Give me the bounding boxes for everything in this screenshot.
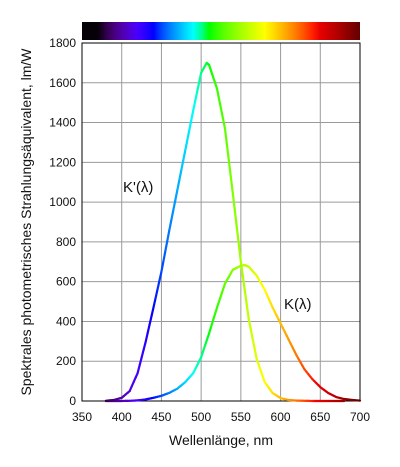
series-segment (168, 218, 173, 232)
series-segment (215, 87, 221, 100)
series-label-k: K(λ) (284, 296, 312, 313)
series-segment (148, 315, 153, 327)
series-segment (249, 328, 254, 341)
series-segment (229, 176, 235, 196)
grid-lines (81, 42, 361, 402)
x-tick-label: 600 (271, 410, 291, 424)
series-segment (225, 143, 231, 163)
y-tick-label: 1600 (49, 76, 76, 90)
y-tick-label: 1800 (49, 36, 76, 50)
series-segment (211, 312, 217, 322)
series-segment (221, 117, 227, 130)
series-line-kprime (104, 61, 346, 403)
series-segment (243, 289, 248, 307)
series-segment (144, 332, 149, 344)
series-segment (172, 199, 177, 212)
series-segment (217, 97, 223, 110)
series-segment (227, 160, 233, 179)
series-segment (196, 81, 201, 93)
series-segment (219, 107, 225, 120)
series-segment (184, 139, 189, 152)
series-segment (192, 100, 197, 112)
series-segment (207, 325, 213, 335)
series-segment (190, 109, 195, 122)
x-tick-label: 500 (191, 410, 211, 424)
series-segment (182, 149, 187, 162)
series-segment (146, 323, 151, 335)
series-segment (156, 279, 161, 291)
y-tick-label: 1200 (49, 155, 76, 169)
series-segment (186, 129, 191, 142)
y-tick-label: 0 (69, 394, 76, 408)
x-tick-label: 350 (72, 410, 92, 424)
y-tick-label: 400 (56, 314, 76, 328)
series-segment (194, 90, 199, 103)
series-segment (140, 348, 145, 359)
series-segment (136, 364, 141, 375)
y-tick-label: 600 (56, 275, 76, 289)
y-tick-label: 800 (56, 235, 76, 249)
series-segment (176, 179, 181, 192)
x-tick-label: 550 (231, 410, 251, 424)
series-segment (152, 297, 157, 309)
y-tick-label: 1000 (49, 195, 76, 209)
y-tick-label: 1400 (49, 116, 76, 130)
series-segment (154, 288, 159, 300)
series-label-kprime: K'(λ) (123, 179, 153, 196)
series-segment (150, 306, 155, 318)
series-segment (142, 341, 147, 352)
y-axis-title: Spektrales photometrisches Strahlungsäqu… (18, 48, 34, 396)
plot-frame (81, 42, 361, 402)
series-segment (209, 319, 215, 329)
series-segment (138, 356, 143, 367)
spectrum-bar (82, 22, 360, 40)
series-segment (170, 208, 175, 222)
series-segment (239, 260, 244, 278)
series-segment (174, 189, 179, 202)
series-segment (253, 348, 258, 361)
series-segment (213, 306, 219, 316)
series-segment (160, 260, 165, 273)
series-segment (158, 270, 163, 282)
series-segment (198, 71, 203, 84)
series-segment (235, 226, 240, 246)
x-tick-label: 450 (151, 410, 171, 424)
x-tick-label: 400 (112, 410, 132, 424)
series-segment (178, 169, 183, 182)
series-group (104, 61, 362, 403)
series-segment (180, 159, 185, 172)
series-segment (231, 193, 236, 213)
y-tick-label: 200 (56, 354, 76, 368)
x-tick-label: 700 (350, 410, 370, 424)
series-segment (251, 338, 256, 351)
series-segment (188, 119, 193, 132)
x-tick-label: 650 (310, 410, 330, 424)
series-segment (164, 239, 169, 252)
series-segment (245, 303, 250, 321)
series-segment (237, 243, 242, 263)
series-segment (166, 228, 171, 242)
series-segment (241, 275, 246, 292)
series-segment (162, 249, 167, 263)
series-segment (223, 127, 229, 147)
axis-ticks: 350 400 450 500 550 600 650 700 0 200 400 600 800 100… (49, 36, 370, 424)
x-axis-title: Wellenlänge, nm (169, 432, 273, 448)
series-segment (247, 318, 252, 331)
series-segment (233, 209, 238, 230)
series-line-k (104, 264, 362, 403)
